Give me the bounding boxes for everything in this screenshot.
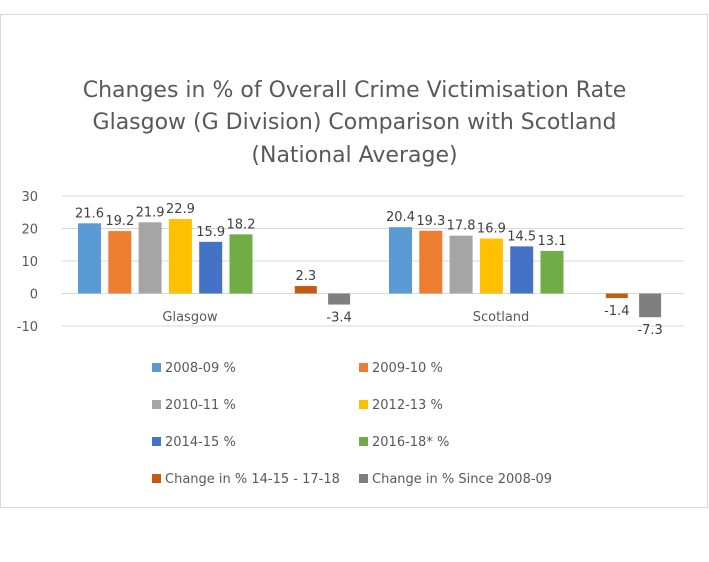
data-label: 21.6 — [75, 206, 104, 221]
data-label: 13.1 — [538, 234, 567, 249]
x-category-label: Glasgow — [162, 310, 218, 325]
data-label: 14.5 — [507, 229, 536, 244]
bar-2008-09 % — [78, 223, 101, 294]
legend-swatch — [359, 363, 368, 372]
data-label: 19.2 — [105, 214, 134, 229]
bar-Change in % 14-15 - 17-18 — [605, 293, 628, 299]
legend-label: Change in % Since 2008-09 — [372, 472, 552, 487]
y-tick-label: -10 — [17, 320, 38, 335]
bar-2009-10 % — [108, 231, 132, 294]
bar-2010-11 % — [138, 222, 162, 294]
bar-2014-15 % — [510, 246, 534, 294]
legend-label: 2014-15 % — [165, 435, 236, 450]
legend-swatch — [359, 437, 368, 446]
legend-swatch — [152, 474, 161, 483]
bar-2009-10 % — [419, 230, 443, 294]
data-label: 21.9 — [136, 205, 165, 220]
y-tick-label: 30 — [21, 190, 38, 205]
bar-Change in % Since 2008-09 — [639, 293, 662, 318]
data-label: -3.4 — [326, 311, 351, 326]
bar-Change in % 14-15 - 17-18 — [294, 286, 317, 294]
data-label: -1.4 — [604, 304, 629, 319]
chart-title-line-2: Glasgow (G Division) Comparison with Sco… — [92, 110, 617, 135]
bar-2010-11 % — [449, 235, 473, 294]
chart-title-line-1: Changes in % of Overall Crime Victimisat… — [82, 78, 627, 103]
legend-label: Change in % 14-15 - 17-18 — [165, 472, 340, 487]
legend-label: 2008-09 % — [165, 361, 236, 376]
legend-swatch — [152, 400, 161, 409]
data-label: 15.9 — [196, 225, 225, 240]
legend-label: 2016-18* % — [372, 435, 449, 450]
data-label: 22.9 — [166, 202, 195, 217]
y-tick-label: 0 — [30, 288, 38, 303]
legend-swatch — [359, 474, 368, 483]
bar-2016-18* % — [540, 250, 564, 294]
data-label: 17.8 — [447, 219, 476, 234]
legend-label: 2010-11 % — [165, 398, 236, 413]
data-label: 16.9 — [477, 222, 506, 237]
legend-swatch — [359, 400, 368, 409]
x-category-label: Scotland — [473, 310, 530, 325]
chart-title-line-3: (National Average) — [251, 143, 458, 168]
y-tick-label: 20 — [21, 223, 38, 238]
legend-label: 2009-10 % — [372, 361, 443, 376]
bar-2016-18* % — [229, 234, 253, 294]
data-label: 20.4 — [386, 210, 415, 225]
legend-swatch — [152, 437, 161, 446]
data-label: -7.3 — [637, 323, 662, 338]
data-label: 19.3 — [416, 214, 445, 229]
bar-Change in % Since 2008-09 — [328, 293, 351, 305]
bar-2008-09 % — [389, 227, 412, 294]
data-label: 2.3 — [295, 269, 316, 284]
data-label: 18.2 — [227, 217, 256, 232]
bar-2012-13 % — [479, 238, 503, 294]
legend-swatch — [152, 363, 161, 372]
legend-label: 2012-13 % — [372, 398, 443, 413]
bar-2014-15 % — [199, 241, 223, 294]
bar-2012-13 % — [168, 219, 192, 294]
y-tick-label: 10 — [21, 255, 38, 270]
